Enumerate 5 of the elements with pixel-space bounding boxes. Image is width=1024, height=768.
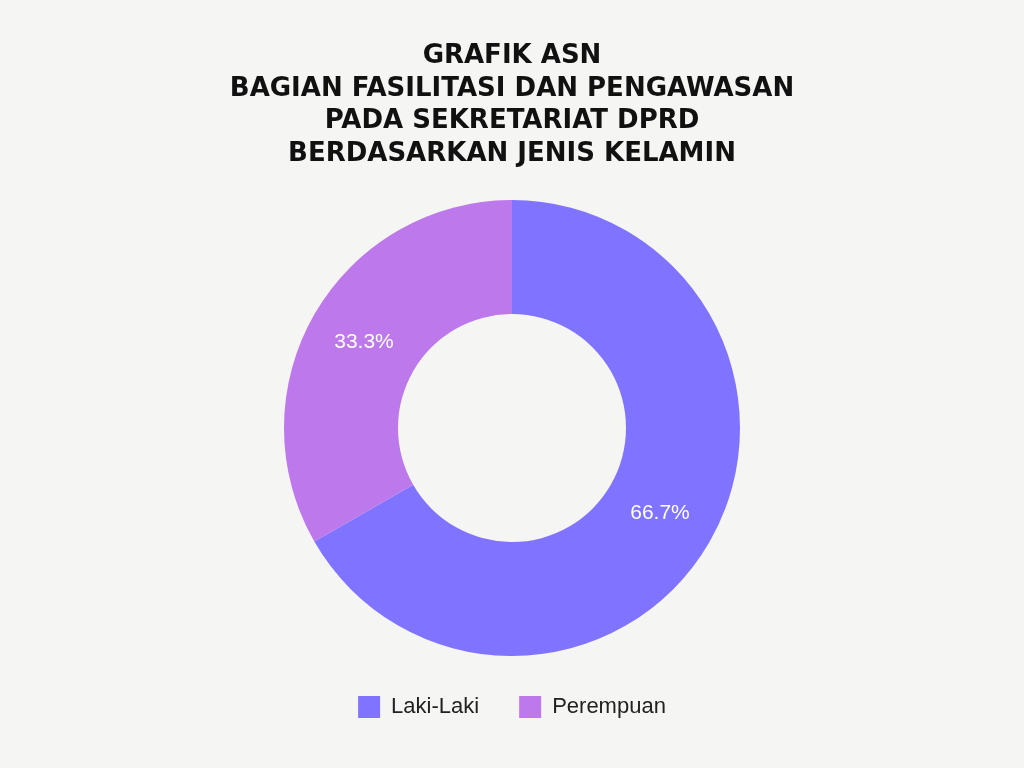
data-label: 33.3% bbox=[334, 329, 394, 353]
chart-title: GRAFIK ASN BAGIAN FASILITASI DAN PENGAWASAN PADA SEKRETARIAT DPRD BERDASARKAN JENIS KELAMIN bbox=[229, 39, 795, 167]
data-label: 66.7% bbox=[630, 500, 690, 524]
legend-label: Perempuan bbox=[552, 693, 666, 719]
legend-label: Laki-Laki bbox=[391, 693, 480, 719]
